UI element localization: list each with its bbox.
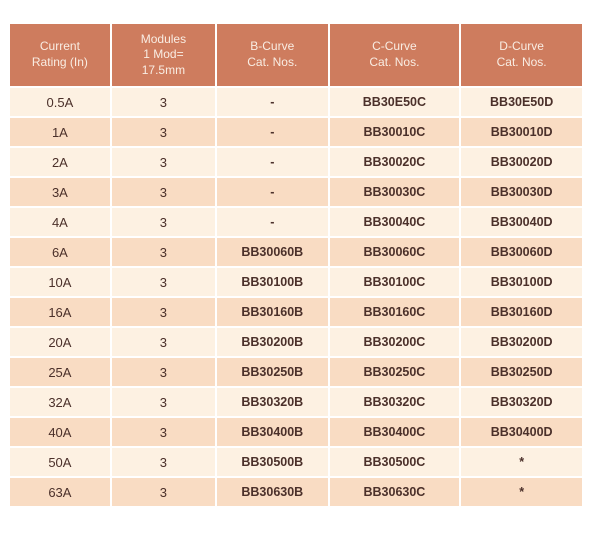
table-cell: BB30E50C [329,88,460,116]
table-cell: BB30060B [217,238,328,266]
table-cell: 3 [111,448,216,476]
table-cell: 3 [111,298,216,326]
table-cell: BB30200D [461,328,582,356]
table-row: 0.5A 3- BB30E50C BB30E50D [10,88,582,116]
table-cell: BB30010D [461,118,582,146]
table-cell: BB30400B [217,418,328,446]
table-cell: BB30040D [461,208,582,236]
column-header-c_curve: C-Curve Cat. Nos. [329,24,460,86]
table-row: 4A 3- BB30040C BB30040D [10,208,582,236]
column-header-modules: Modules 1 Mod= 17.5mm [111,24,216,86]
table-cell: BB30400D [461,418,582,446]
table-cell: 63A [10,478,110,506]
table-row: 3A 3- BB30030C BB30030D [10,178,582,206]
table-cell: 3A [10,178,110,206]
table-cell: 3 [111,208,216,236]
table-cell: BB30100D [461,268,582,296]
table-cell: BB30250C [329,358,460,386]
table-row: 10A 3 BB30100B BB30100C BB30100D [10,268,582,296]
table-cell: 3 [111,178,216,206]
table-cell: 20A [10,328,110,356]
table-cell: 0.5A [10,88,110,116]
table-cell: BB30020D [461,148,582,176]
column-header-d_curve: D-Curve Cat. Nos. [461,24,582,86]
table-row: 25A 3 BB30250B BB30250C BB30250D [10,358,582,386]
table-row: 40A 3 BB30400B BB30400C BB30400D [10,418,582,446]
table-cell: 3 [111,358,216,386]
table-cell: * [461,448,582,476]
table-cell: * [461,478,582,506]
table-body: 0.5A 3- BB30E50C BB30E50D 1A 3- BB30010C BB3001… [10,88,582,506]
table-row: 50A 3 BB30500B BB30500C * [10,448,582,476]
table-cell: BB30E50D [461,88,582,116]
table-cell: BB30160D [461,298,582,326]
table-cell: 3 [111,328,216,356]
table-cell: 3 [111,268,216,296]
table-cell: - [217,118,328,146]
table-cell: BB30200C [329,328,460,356]
table-cell: BB30320B [217,388,328,416]
table-row: 2A 3- BB30020C BB30020D [10,148,582,176]
table-cell: 16A [10,298,110,326]
table-cell: BB30060D [461,238,582,266]
table-cell: - [217,88,328,116]
table-cell: 32A [10,388,110,416]
table-cell: 40A [10,418,110,446]
table-cell: 10A [10,268,110,296]
table-cell: - [217,178,328,206]
table-cell: - [217,148,328,176]
table-row: 20A 3 BB30200B BB30200C BB30200D [10,328,582,356]
table-cell: BB30020C [329,148,460,176]
table-row: 1A 3- BB30010C BB30010D [10,118,582,146]
table-cell: 4A [10,208,110,236]
table-cell: BB30040C [329,208,460,236]
column-header-b_curve: B-Curve Cat. Nos. [217,24,328,86]
catalog-table: Current Rating (In) Modules 1 Mod= 17.5mm… [8,22,584,508]
table-cell: BB30030D [461,178,582,206]
table-cell: BB30320D [461,388,582,416]
table-cell: BB30250D [461,358,582,386]
table-cell: BB30100B [217,268,328,296]
table-cell: 3 [111,118,216,146]
table-cell: 3 [111,88,216,116]
table-cell: 3 [111,148,216,176]
table-cell: 2A [10,148,110,176]
table-cell: BB30500B [217,448,328,476]
table-row: 63A 3 BB30630B BB30630C * [10,478,582,506]
table-row: 32A 3 BB30320B BB30320C BB30320D [10,388,582,416]
table-cell: 3 [111,388,216,416]
table-cell: BB30160C [329,298,460,326]
column-header-current_rating: Current Rating (In) [10,24,110,86]
table-row: 6A 3 BB30060B BB30060C BB30060D [10,238,582,266]
table-cell: BB30010C [329,118,460,146]
table-cell: BB30200B [217,328,328,356]
table-cell: - [217,208,328,236]
table-cell: BB30630C [329,478,460,506]
table-cell: BB30500C [329,448,460,476]
table-cell: BB30100C [329,268,460,296]
table-cell: BB30400C [329,418,460,446]
table-cell: 1A [10,118,110,146]
table-cell: BB30320C [329,388,460,416]
table-cell: BB30160B [217,298,328,326]
table-cell: 3 [111,418,216,446]
table-cell: BB30030C [329,178,460,206]
table-cell: BB30060C [329,238,460,266]
table-cell: BB30250B [217,358,328,386]
table-cell: 25A [10,358,110,386]
header-row: Current Rating (In) Modules 1 Mod= 17.5mm… [10,24,582,86]
table-cell: BB30630B [217,478,328,506]
table-cell: 50A [10,448,110,476]
table-cell: 3 [111,478,216,506]
table-cell: 6A [10,238,110,266]
table-cell: 3 [111,238,216,266]
table-row: 16A 3 BB30160B BB30160C BB30160D [10,298,582,326]
